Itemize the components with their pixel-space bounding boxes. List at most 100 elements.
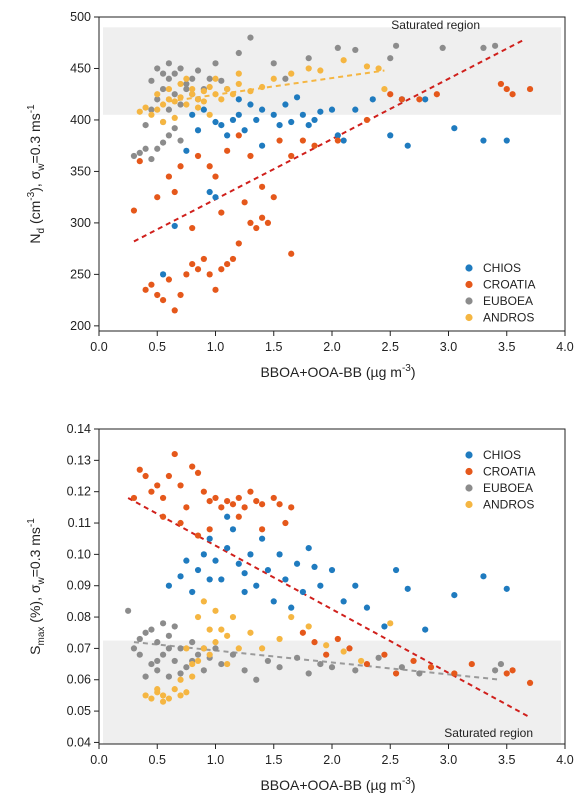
x-tick-label: 2.5 (382, 340, 399, 354)
point-euboea (416, 670, 423, 677)
legend-marker-chios (465, 451, 473, 459)
point-chios (183, 147, 190, 154)
point-chios (293, 560, 301, 567)
x-tick-label: 2.0 (323, 753, 340, 767)
legend-marker-euboea (465, 484, 473, 492)
point-chios (381, 623, 388, 630)
point-chios (200, 551, 207, 558)
point-andros (212, 91, 219, 98)
point-andros (154, 686, 161, 693)
point-chios (253, 582, 260, 589)
legend-marker-andros (465, 500, 473, 509)
point-croatia (212, 173, 219, 180)
legend: CHIOS CROATIA EUBOEA ANDROS (465, 261, 535, 325)
trendline-euboea (133, 641, 502, 681)
point-croatia (288, 152, 295, 160)
point-euboea (130, 645, 138, 652)
point-andros (189, 85, 196, 93)
point-andros (200, 88, 207, 95)
point-euboea (183, 80, 190, 88)
point-croatia (363, 660, 371, 668)
point-croatia (224, 147, 231, 154)
point-euboea (165, 75, 172, 82)
point-andros (171, 686, 178, 693)
scatter-chart-smax: Saturated region 0.0 0.5 1.0 1.5 2.0 2.5 3.0 3.… (26, 422, 574, 793)
point-euboea (497, 660, 505, 668)
point-euboea (136, 651, 143, 658)
point-andros (387, 620, 394, 627)
point-chios (422, 626, 429, 633)
point-croatia (334, 137, 341, 144)
point-andros (177, 94, 184, 101)
point-croatia (136, 466, 143, 473)
point-chios (206, 535, 213, 542)
point-andros (206, 626, 213, 633)
point-euboea (171, 623, 178, 630)
point-croatia (218, 266, 225, 273)
point-euboea (328, 664, 336, 671)
legend-label-andros: ANDROS (483, 311, 534, 325)
point-andros (148, 111, 155, 118)
point-croatia (311, 639, 318, 646)
point-euboea (148, 77, 155, 84)
point-andros (183, 101, 190, 108)
point-chios (340, 137, 347, 144)
point-croatia (363, 116, 371, 124)
point-euboea (317, 660, 324, 668)
point-croatia (148, 281, 155, 288)
point-euboea (189, 75, 196, 82)
point-croatia (206, 163, 213, 170)
point-euboea (439, 44, 446, 51)
legend-marker-croatia (465, 467, 473, 476)
x-tick-label: 1.5 (265, 753, 282, 767)
point-chios (171, 222, 178, 230)
point-euboea (165, 645, 172, 652)
point-euboea (247, 34, 254, 41)
point-euboea (352, 46, 359, 54)
point-euboea (480, 44, 487, 51)
point-euboea (165, 132, 172, 139)
point-euboea (159, 139, 167, 146)
point-andros (235, 70, 242, 77)
point-chios (189, 588, 196, 596)
point-euboea (177, 65, 184, 72)
point-chios (299, 111, 306, 118)
point-andros (235, 645, 242, 652)
point-croatia (509, 91, 516, 98)
point-andros (212, 639, 219, 646)
y-tick-label: 0.12 (67, 485, 91, 499)
point-chios (317, 108, 324, 115)
point-euboea (305, 55, 312, 62)
point-andros (148, 695, 155, 702)
point-croatia (206, 497, 213, 505)
point-croatia (247, 488, 254, 495)
point-andros (200, 598, 207, 605)
point-andros (206, 83, 213, 91)
x-tick-label: 0.5 (149, 753, 166, 767)
point-euboea (154, 145, 161, 152)
point-croatia (224, 497, 231, 505)
point-andros (142, 692, 149, 699)
point-euboea (154, 667, 161, 674)
point-croatia (276, 137, 283, 144)
point-andros (142, 104, 149, 111)
point-andros (154, 106, 161, 113)
point-euboea (148, 155, 155, 163)
point-andros (224, 660, 231, 668)
point-euboea (177, 670, 184, 677)
point-andros (212, 607, 219, 614)
legend-label-euboea: EUBOEA (483, 294, 533, 308)
y-axis-label: Nd (cm-3), σw=0.3 ms-1 (26, 104, 47, 244)
point-croatia (218, 209, 225, 216)
point-croatia (416, 96, 423, 103)
point-andros (159, 101, 167, 108)
point-chios (235, 560, 242, 567)
point-chios (218, 121, 225, 129)
point-chios (363, 604, 371, 611)
point-andros (235, 80, 242, 88)
point-croatia (253, 497, 260, 505)
point-croatia (235, 240, 242, 247)
point-chios (404, 585, 411, 592)
x-tick-label: 0.5 (149, 340, 166, 354)
legend: CHIOS CROATIA EUBOEA ANDROS (465, 448, 535, 512)
